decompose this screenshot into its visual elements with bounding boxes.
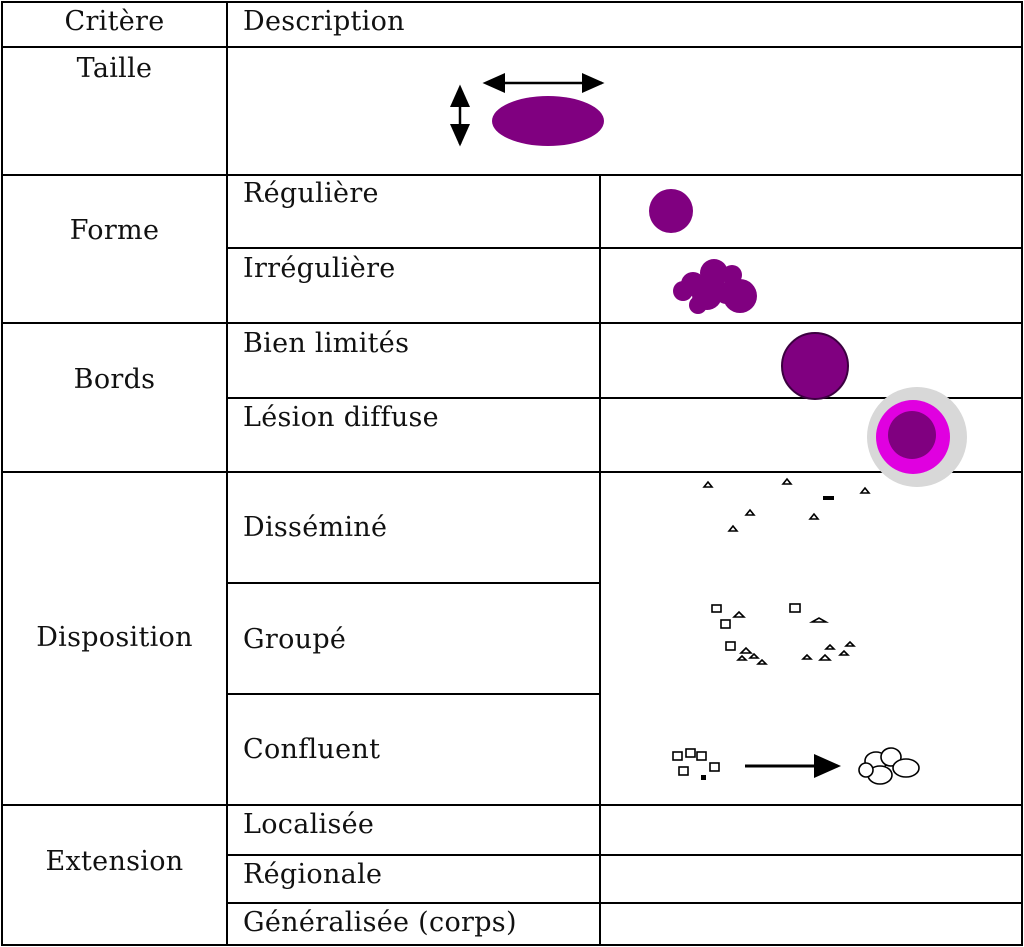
confluent-illustration	[672, 747, 920, 785]
item-localisee: Localisée	[243, 809, 375, 840]
item-reguliere: Régulière	[243, 178, 379, 209]
item-generalisee: Généralisée (corps)	[243, 907, 517, 938]
size-lesion	[492, 96, 604, 146]
criterion-bords: Bords	[73, 364, 156, 395]
criterion-disposition: Disposition	[36, 622, 193, 653]
item-irreguliere: Irrégulière	[243, 253, 396, 284]
header-description: Description	[243, 6, 405, 37]
disseminated-dots	[702, 477, 871, 532]
item-bien-limites: Bien limités	[243, 328, 410, 359]
item-groupe: Groupé	[243, 624, 347, 655]
well-defined-lesion	[781, 332, 849, 400]
criterion-extension: Extension	[45, 846, 184, 877]
grouped-dots	[711, 603, 856, 665]
regular-lesion	[649, 189, 693, 233]
size-illustration	[450, 73, 605, 147]
item-dissemine: Disséminé	[243, 512, 388, 543]
criterion-forme: Forme	[69, 215, 160, 246]
item-confluent: Confluent	[243, 734, 381, 765]
diffuse-lesion	[867, 387, 967, 487]
header-criterion: Critère	[64, 6, 165, 37]
irregular-lesion	[673, 259, 757, 314]
item-lesion-diffuse: Lésion diffuse	[243, 402, 439, 433]
criterion-taille: Taille	[76, 53, 153, 84]
item-regionale: Régionale	[243, 859, 383, 890]
